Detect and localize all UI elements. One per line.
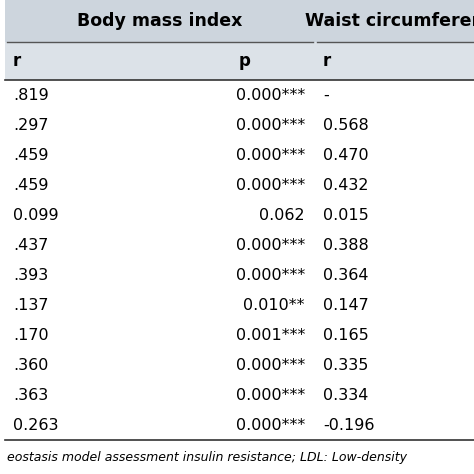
Text: 0.000***: 0.000*** [236, 177, 305, 192]
Text: Waist circumferen: Waist circumferen [305, 12, 474, 30]
Text: 0.568: 0.568 [323, 118, 369, 133]
Text: .297: .297 [13, 118, 48, 133]
Text: .437: .437 [13, 237, 48, 253]
Text: 0.432: 0.432 [323, 177, 368, 192]
Text: 0.263: 0.263 [13, 418, 58, 432]
Bar [5, 0, 315, 42]
Text: 0.001***: 0.001*** [236, 328, 305, 343]
Text: 0.000***: 0.000*** [236, 147, 305, 163]
Text: p: p [239, 52, 251, 70]
Text: 0.000***: 0.000*** [236, 118, 305, 133]
Text: .137: .137 [13, 298, 48, 312]
Text: r: r [323, 52, 331, 70]
Bar [5, 290, 474, 320]
Bar [5, 140, 474, 170]
Text: 0.000***: 0.000*** [236, 418, 305, 432]
Text: .459: .459 [13, 147, 48, 163]
Bar [315, 0, 474, 42]
Text: eostasis model assessment insulin resistance; LDL: Low-density: eostasis model assessment insulin resist… [7, 450, 407, 464]
Text: 0.099: 0.099 [13, 208, 59, 222]
Bar [5, 230, 474, 260]
Text: 0.364: 0.364 [323, 267, 368, 283]
Text: 0.000***: 0.000*** [236, 267, 305, 283]
Text: 0.015: 0.015 [323, 208, 369, 222]
Text: r: r [13, 52, 21, 70]
Text: .459: .459 [13, 177, 48, 192]
Bar [5, 42, 474, 80]
Text: 0.165: 0.165 [323, 328, 369, 343]
Bar [5, 80, 474, 110]
Text: -: - [323, 88, 329, 102]
Text: .363: .363 [13, 388, 48, 402]
Bar [5, 260, 474, 290]
Text: .819: .819 [13, 88, 49, 102]
Text: .360: .360 [13, 357, 48, 373]
Text: 0.000***: 0.000*** [236, 88, 305, 102]
Text: 0.010**: 0.010** [244, 298, 305, 312]
Text: 0.388: 0.388 [323, 237, 369, 253]
Bar [5, 410, 474, 440]
Bar [5, 170, 474, 200]
Text: .393: .393 [13, 267, 48, 283]
Bar [5, 380, 474, 410]
Text: -0.196: -0.196 [323, 418, 374, 432]
Bar [5, 320, 474, 350]
Text: 0.470: 0.470 [323, 147, 369, 163]
Text: 0.334: 0.334 [323, 388, 368, 402]
Bar [5, 350, 474, 380]
Text: 0.062: 0.062 [259, 208, 305, 222]
Bar [5, 200, 474, 230]
Text: 0.000***: 0.000*** [236, 357, 305, 373]
Text: 0.000***: 0.000*** [236, 388, 305, 402]
Text: .170: .170 [13, 328, 49, 343]
Text: 0.000***: 0.000*** [236, 237, 305, 253]
Text: Body mass index: Body mass index [77, 12, 243, 30]
Text: 0.335: 0.335 [323, 357, 368, 373]
Bar [5, 110, 474, 140]
Text: 0.147: 0.147 [323, 298, 369, 312]
